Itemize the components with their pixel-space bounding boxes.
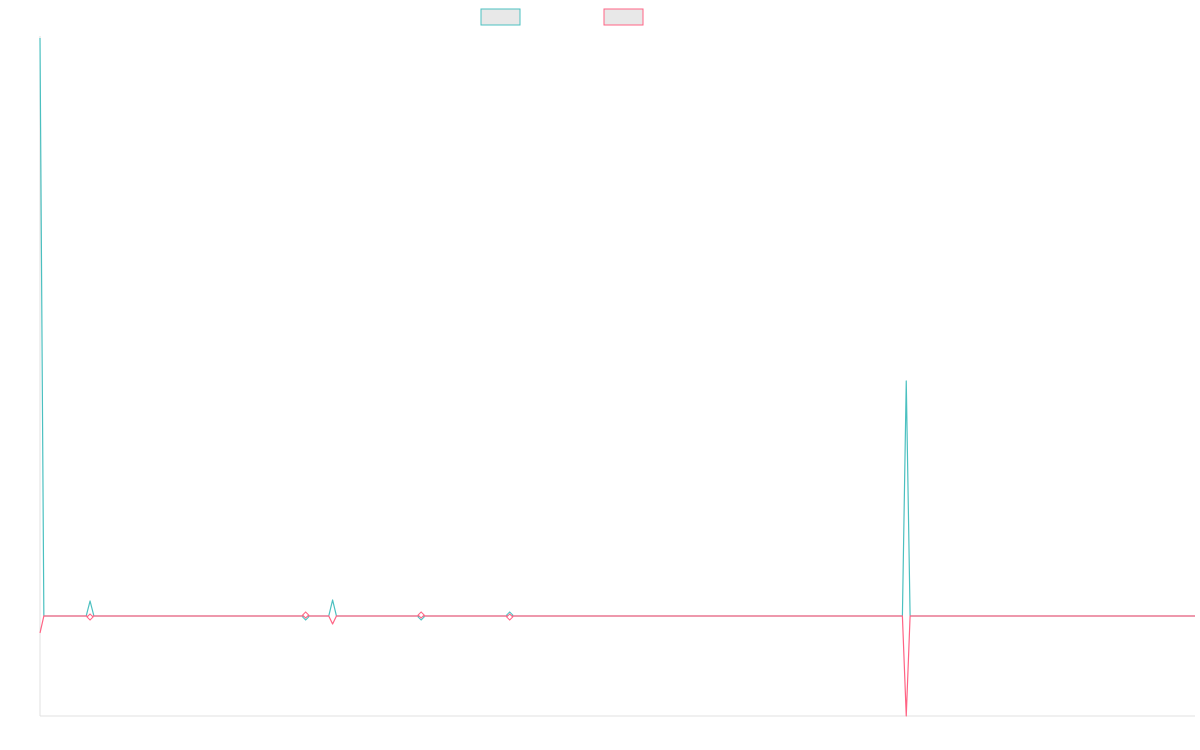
chart-legend[interactable] bbox=[480, 8, 644, 26]
chart-axes bbox=[39, 36, 1195, 717]
chart-series-layer bbox=[39, 37, 1195, 717]
series-2-marker-5 bbox=[86, 613, 94, 621]
series-line-1 bbox=[39, 37, 1195, 618]
legend-swatch-1[interactable] bbox=[480, 8, 521, 26]
legend-swatch-2[interactable] bbox=[603, 8, 644, 26]
series-2-marker-3 bbox=[505, 613, 514, 621]
series-2-marker-1 bbox=[301, 611, 310, 619]
series-2-marker-2 bbox=[417, 611, 425, 619]
series-line-2 bbox=[39, 614, 1195, 717]
